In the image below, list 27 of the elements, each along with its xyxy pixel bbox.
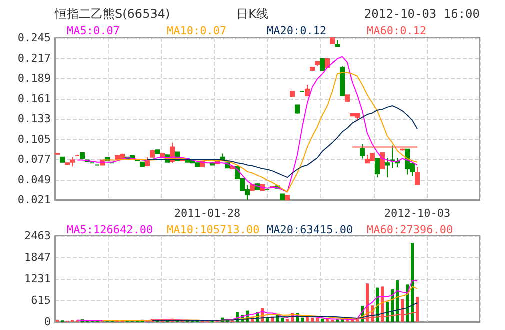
y-tick-label: 1231 [24, 272, 51, 286]
x-tick-label: 2011-01-28 [174, 207, 241, 220]
y-tick-label: 0.245 [18, 32, 51, 44]
y-tick-label: 0.049 [18, 173, 51, 186]
y-tick-label: 0.105 [18, 132, 51, 146]
text: MA20:63415.00 [267, 224, 354, 236]
y-tick-label: 0.133 [18, 112, 51, 126]
text: MA60:27396.00 [367, 224, 454, 236]
text: MA10:0.07 [167, 24, 227, 38]
y-tick-label: 0.217 [18, 52, 51, 65]
x-tick-label: 2012-10-03 [384, 207, 451, 220]
y-tick-label: 0.021 [18, 194, 51, 206]
text: MA5:126642.00 [67, 224, 154, 236]
text: MA20:0.12 [267, 24, 327, 38]
y-tick-label: 0 [44, 316, 51, 328]
y-tick-label: 0.189 [18, 72, 51, 85]
y-tick-label: 2463 [24, 230, 51, 242]
y-tick-label: 0.161 [18, 92, 51, 106]
y-tick-label: 1847 [24, 251, 51, 264]
text: 日K线 [236, 7, 268, 21]
y-tick-label: 615 [31, 294, 51, 308]
text: MA10:105713.00 [167, 224, 260, 236]
chart-title: 恒指二乙熊S(66534) [54, 7, 170, 21]
text: MA60:0.12 [367, 24, 427, 38]
text: MA5:0.07 [67, 24, 120, 38]
text: 2012-10-03 16:00 [364, 7, 480, 21]
y-tick-label: 0.077 [18, 153, 51, 166]
